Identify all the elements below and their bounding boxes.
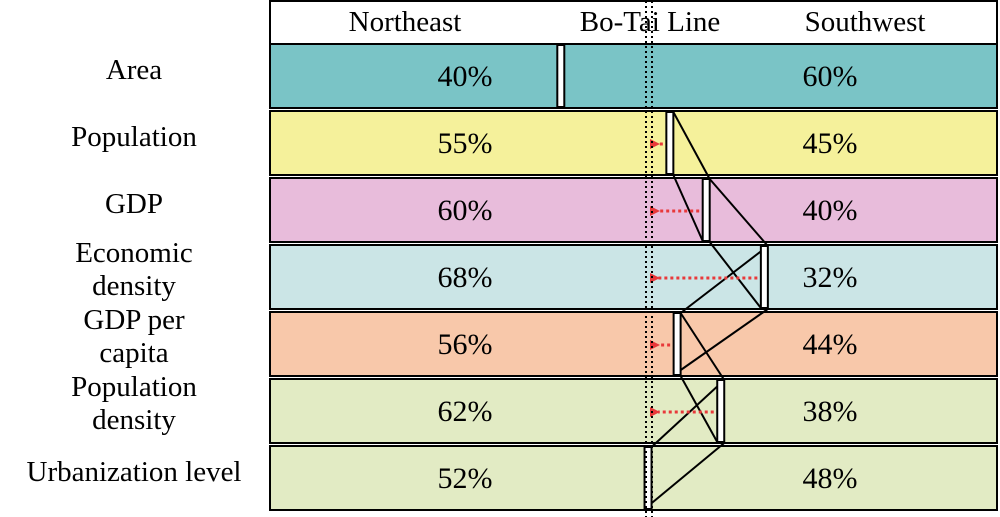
trend-connector bbox=[679, 375, 719, 443]
trend-connector bbox=[643, 442, 725, 510]
row-label-line: GDP bbox=[104, 187, 163, 220]
row-label-line: capita bbox=[99, 337, 169, 369]
bar-northeast bbox=[269, 378, 722, 444]
trend-connector bbox=[708, 241, 762, 309]
bar-southwest bbox=[676, 311, 998, 377]
label-southwest-value: 45% bbox=[803, 127, 858, 160]
header-bo-tai-line: Bo-Tai Line bbox=[579, 6, 721, 38]
split-marker bbox=[716, 379, 726, 443]
bar-northeast bbox=[269, 43, 562, 109]
label-northeast-value: 62% bbox=[438, 395, 493, 428]
header-northeast: Northeast bbox=[348, 6, 462, 38]
label-southwest-value: 40% bbox=[803, 194, 858, 227]
label-southwest-value: 48% bbox=[803, 462, 858, 495]
label-northeast-value: 56% bbox=[438, 328, 493, 361]
label-southwest-value: 38% bbox=[803, 395, 858, 428]
bar-southwest bbox=[668, 110, 998, 176]
row-label: GDP bbox=[0, 172, 268, 236]
row-label-line: density bbox=[92, 404, 176, 436]
split-marker bbox=[556, 44, 566, 108]
bar-northeast bbox=[269, 311, 679, 377]
row-label: Population bbox=[0, 105, 268, 169]
header-box bbox=[269, 0, 998, 45]
split-marker bbox=[701, 178, 711, 242]
bar-southwest bbox=[763, 244, 998, 310]
row-label: Economic density bbox=[0, 233, 268, 307]
row-label-line: GDP per bbox=[83, 304, 185, 336]
row-label-line: Area bbox=[105, 53, 163, 86]
trend-connector bbox=[679, 312, 726, 381]
row-label: Urbanization level bbox=[0, 440, 268, 504]
bar-southwest bbox=[719, 378, 998, 444]
bar-northeast bbox=[269, 177, 708, 243]
row-label-line: density bbox=[92, 270, 176, 302]
row-label: Population density bbox=[0, 367, 268, 441]
label-northeast-value: 40% bbox=[438, 60, 493, 93]
row-label-line: Economic bbox=[75, 237, 193, 269]
label-northeast-value: 52% bbox=[438, 462, 493, 495]
split-marker bbox=[665, 111, 675, 175]
trend-connector bbox=[680, 245, 769, 314]
row-label-line: Population bbox=[71, 120, 197, 153]
split-marker bbox=[672, 312, 682, 376]
trend-connector bbox=[672, 174, 704, 242]
label-northeast-value: 60% bbox=[438, 194, 493, 227]
split-marker bbox=[759, 245, 769, 309]
trend-connector bbox=[672, 111, 711, 180]
row-label: GDP per capita bbox=[0, 300, 268, 374]
row-label: Area bbox=[0, 38, 268, 102]
trend-connector bbox=[708, 178, 769, 247]
row-label-line: Population bbox=[71, 371, 197, 403]
label-southwest-value: 44% bbox=[803, 328, 858, 361]
trend-connector bbox=[673, 308, 769, 376]
header-southwest: Southwest bbox=[804, 6, 926, 38]
label-northeast-value: 68% bbox=[438, 261, 493, 294]
bar-northeast bbox=[269, 244, 766, 310]
label-southwest-value: 32% bbox=[803, 261, 858, 294]
bar-southwest bbox=[559, 43, 998, 109]
label-northeast-value: 55% bbox=[438, 127, 493, 160]
label-southwest-value: 60% bbox=[803, 60, 858, 93]
row-label-line: Urbanization level bbox=[26, 455, 242, 488]
